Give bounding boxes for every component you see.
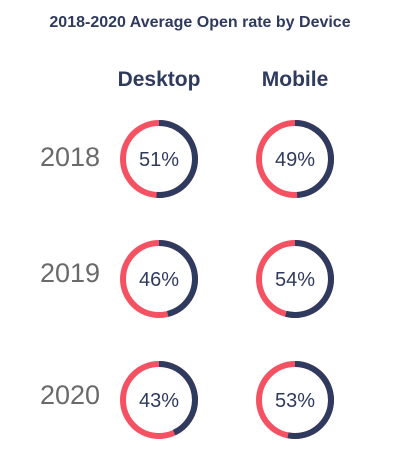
donut-value-arc <box>120 120 198 198</box>
donut-mobile-2020: 53% <box>256 361 334 439</box>
chart-title: 2018-2020 Average Open rate by Device <box>49 14 351 31</box>
donut-value-label: 51% <box>139 149 179 171</box>
donut-value-arc <box>120 240 198 318</box>
donut-desktop-2018: 51% <box>120 120 198 198</box>
donut-mobile-2019: 54% <box>256 240 334 318</box>
row-label-2019: 2019 <box>39 258 101 288</box>
donut-desktop-2019: 46% <box>120 240 198 318</box>
row-label-2020: 2020 <box>39 380 101 410</box>
column-header-desktop: Desktop <box>117 68 201 91</box>
donut-value-label: 53% <box>275 390 315 412</box>
donut-value-label: 49% <box>275 149 315 171</box>
donut-value-arc <box>256 361 334 439</box>
donut-value-label: 46% <box>139 269 179 291</box>
donut-desktop-2020: 43% <box>120 361 198 439</box>
donut-value-arc <box>256 240 334 318</box>
donut-mobile-2018: 49% <box>256 120 334 198</box>
donut-value-label: 43% <box>139 390 179 412</box>
row-label-2018: 2018 <box>39 142 101 172</box>
donut-value-label: 54% <box>275 269 315 291</box>
donut-value-arc <box>256 120 334 198</box>
donut-value-arc <box>120 361 198 439</box>
column-header-mobile: Mobile <box>261 68 329 91</box>
